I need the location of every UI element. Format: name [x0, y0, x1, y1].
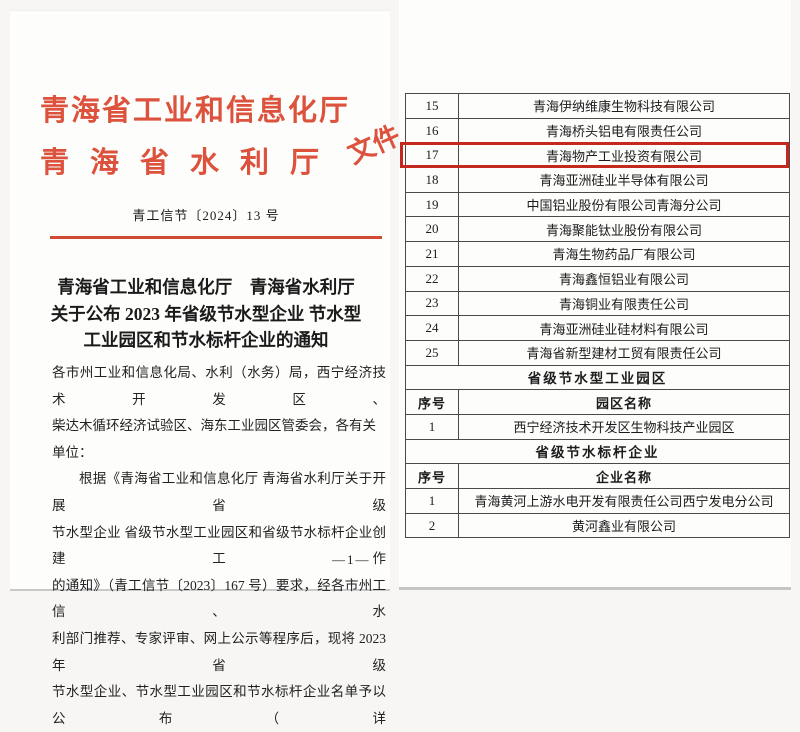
section-title: 省级节水标杆企业	[405, 438, 790, 465]
row-number-cell: 21	[405, 241, 459, 267]
company-list-table-wrap: 15 青海伊纳维康生物科技有限公司 16 青海桥头铝电有限责任公司 17 青海物…	[405, 93, 790, 539]
body-line: 柴达木循环经济试验区、海东工业园区管委会，各有关单位：	[52, 418, 376, 460]
agency-name-line2: 青海省水利厅	[40, 147, 341, 179]
company-name-cell: 青海黄河上游水电开发有限责任公司西宁发电分公司	[458, 488, 790, 514]
body-line: 节水型企业、节水型工业园区和节水标杆企业名单予以公布（详	[52, 684, 386, 726]
table-row: 24 青海亚洲硅业硅材料有限公司	[405, 315, 790, 341]
table-row-highlighted: 17 青海物产工业投资有限公司	[405, 142, 790, 169]
table-row: 15 青海伊纳维康生物科技有限公司	[405, 93, 790, 119]
company-name-cell: 青海亚洲硅业硅材料有限公司	[458, 315, 790, 341]
company-list-table: 15 青海伊纳维康生物科技有限公司 16 青海桥头铝电有限责任公司 17 青海物…	[405, 93, 790, 539]
body-line: 各市州工业和信息化局、水利（水务）局，西宁经济技术开发区、	[52, 365, 386, 407]
page-number: —1—	[332, 552, 371, 567]
row-number-cell: 20	[405, 216, 459, 243]
row-number-cell: 16	[405, 117, 459, 144]
table-row: 2 黄河鑫业有限公司	[405, 512, 790, 539]
company-name-cell: 青海物产工业投资有限公司	[458, 142, 790, 169]
section-title-row: 省级节水标杆企业	[405, 438, 790, 465]
row-number-cell: 1	[405, 488, 459, 514]
document-page-2: 15 青海伊纳维康生物科技有限公司 16 青海桥头铝电有限责任公司 17 青海物…	[399, 0, 791, 590]
column-header-number: 序号	[405, 389, 459, 415]
table-row: 20 青海聚能钛业股份有限公司	[405, 216, 790, 243]
body-line: 利部门推荐、专家评审、网上公示等程序后，现将 2023 年省级	[52, 630, 386, 673]
table-row: 22 青海鑫恒铝业有限公司	[405, 265, 790, 292]
company-name-cell: 青海亚洲硅业半导体有限公司	[458, 167, 790, 193]
agency-header: 青海省工业和信息化厅 青海省水利厅	[40, 87, 351, 181]
company-name-cell: 青海铜业有限责任公司	[458, 290, 790, 317]
body-line: 节水型企业 省级节水型工业园区和省级节水标杆企业创建工作	[52, 524, 386, 567]
row-number-cell: 22	[405, 265, 459, 292]
company-name-cell: 黄河鑫业有限公司	[458, 512, 790, 539]
document-page-1: 青海省工业和信息化厅 青海省水利厅 文件 青工信节〔2024〕13 号 青海省工…	[10, 10, 405, 726]
row-number-cell: 15	[405, 93, 459, 119]
company-name-cell: 青海生物药品厂有限公司	[458, 241, 790, 267]
table-header-row: 序号 园区名称	[405, 389, 790, 415]
company-name-cell: 青海鑫恒铝业有限公司	[458, 265, 790, 292]
table-row: 18 青海亚洲硅业半导体有限公司	[405, 167, 790, 193]
row-number-cell: 17	[405, 142, 459, 169]
document-number: 青工信节〔2024〕13 号	[132, 208, 280, 223]
column-header-name: 企业名称	[458, 463, 790, 489]
company-name-cell: 青海桥头铝电有限责任公司	[458, 117, 790, 144]
park-name-cell: 西宁经济技术开发区生物科技产业园区	[458, 413, 790, 440]
section-title: 省级节水型工业园区	[405, 364, 790, 391]
row-number-cell: 23	[405, 290, 459, 317]
title-line: 关于公布 2023 年省级节水型企业 节水型	[50, 303, 362, 324]
table-header-row: 序号 企业名称	[405, 463, 790, 489]
table-row: 1 西宁经济技术开发区生物科技产业园区	[405, 413, 790, 440]
document-title: 青海省工业和信息化厅 青海省水利厅 关于公布 2023 年省级节水型企业 节水型…	[40, 274, 372, 354]
title-line: 工业园区和节水标杆企业的通知	[83, 330, 329, 350]
row-number-cell: 18	[405, 167, 459, 193]
column-header-name: 园区名称	[458, 389, 790, 415]
agency-name-line1: 青海省工业和信息化厅	[40, 95, 351, 127]
table-row: 25 青海省新型建材工贸有限责任公司	[405, 339, 790, 366]
document-body: 各市州工业和信息化局、水利（水务）局，西宁经济技术开发区、 柴达木循环经济试验区…	[52, 360, 386, 732]
row-number-cell: 1	[405, 413, 459, 440]
section-title-row: 省级节水型工业园区	[405, 364, 790, 391]
table-row: 1 青海黄河上游水电开发有限责任公司西宁发电分公司	[405, 488, 790, 514]
company-name-cell: 中国铝业股份有限公司青海分公司	[458, 191, 790, 218]
body-line: 的通知》（青工信节〔2023〕167 号）要求，经各市州工信、水	[52, 577, 386, 620]
table-row: 21 青海生物药品厂有限公司	[405, 241, 790, 267]
column-header-number: 序号	[405, 463, 459, 489]
company-name-cell: 青海伊纳维康生物科技有限公司	[458, 93, 790, 119]
row-number-cell: 25	[405, 339, 459, 366]
row-number-cell: 2	[405, 512, 459, 539]
table-row: 19 中国铝业股份有限公司青海分公司	[405, 191, 790, 218]
red-divider-rule	[50, 236, 382, 239]
title-line: 青海省工业和信息化厅 青海省水利厅	[57, 277, 355, 297]
document-suffix-label: 文件	[343, 120, 405, 170]
table-row: 23 青海铜业有限责任公司	[405, 290, 790, 317]
row-number-cell: 24	[405, 315, 459, 341]
table-row: 16 青海桥头铝电有限责任公司	[405, 117, 790, 144]
company-name-cell: 青海省新型建材工贸有限责任公司	[458, 339, 790, 366]
body-line: 根据《青海省工业和信息化厅 青海省水利厅关于开展省级	[52, 471, 386, 513]
company-name-cell: 青海聚能钛业股份有限公司	[458, 216, 790, 243]
row-number-cell: 19	[405, 191, 459, 218]
